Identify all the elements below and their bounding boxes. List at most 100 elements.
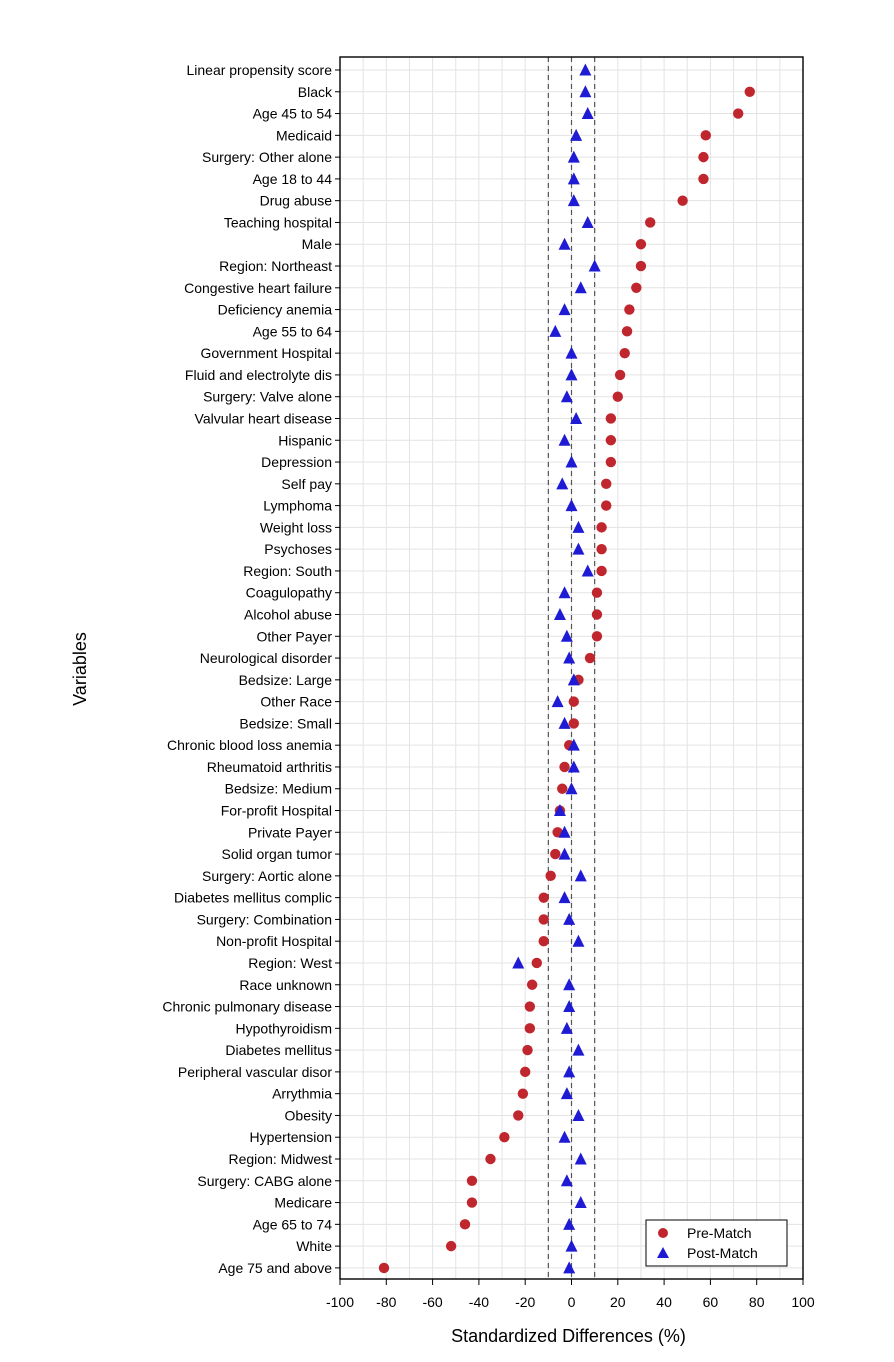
- pre-match-point: [538, 914, 549, 925]
- post-match-point: [574, 281, 587, 294]
- y-tick-label: Diabetes mellitus: [225, 1042, 332, 1058]
- post-match-point: [563, 1000, 576, 1013]
- y-tick-label: Black: [298, 84, 333, 100]
- post-match-point: [563, 1261, 576, 1274]
- post-match-point: [558, 237, 571, 250]
- y-tick-label: Psychoses: [264, 541, 332, 557]
- post-match-point: [567, 172, 580, 185]
- pre-match-point: [466, 1175, 478, 1186]
- post-match-point: [567, 150, 580, 163]
- y-tick-label: Chronic blood loss anemia: [167, 737, 332, 753]
- post-match-point: [570, 128, 583, 141]
- y-tick-label: Region: West: [248, 955, 332, 971]
- post-match-point: [560, 1087, 573, 1100]
- post-match-point: [558, 303, 571, 316]
- post-match-point: [565, 782, 578, 795]
- post-match-point: [565, 346, 578, 359]
- y-tick-label: Peripheral vascular disor: [178, 1064, 332, 1080]
- y-tick-label: Valvular heart disease: [195, 410, 333, 426]
- pre-match-point: [485, 1153, 496, 1165]
- pre-match-point: [378, 1262, 390, 1274]
- y-tick-label: Lymphoma: [263, 498, 332, 514]
- post-match-point: [551, 695, 564, 708]
- post-match-point: [565, 499, 578, 512]
- x-tick-label: -80: [376, 1294, 396, 1310]
- pre-match-point: [517, 1088, 529, 1099]
- post-match-point: [560, 629, 573, 642]
- y-tick-label: Other Payer: [257, 628, 333, 644]
- post-match-point: [572, 1043, 585, 1056]
- y-tick-label: Diabetes mellitus complic: [174, 890, 332, 906]
- post-match-point: [556, 477, 569, 490]
- y-tick-label: Hypothyroidism: [236, 1020, 332, 1036]
- pre-match-point: [645, 217, 656, 228]
- y-tick-label: Fluid and electrolyte dis: [185, 367, 332, 383]
- post-match-point: [553, 804, 566, 817]
- x-axis-tick-labels: -100 -80 -60 -40 -20 0 20 40 60 80 100: [326, 1279, 815, 1310]
- y-tick-label: Private Payer: [248, 824, 332, 840]
- y-tick-label: Teaching hospital: [224, 214, 332, 230]
- pre-match-point: [559, 761, 570, 773]
- post-match-point: [572, 520, 585, 533]
- pre-match-point: [596, 522, 607, 533]
- post-match-point: [512, 956, 525, 969]
- y-tick-label: Hispanic: [278, 432, 332, 448]
- pre-match-point: [635, 260, 647, 272]
- post-match-point: [558, 825, 571, 838]
- pre-match-point: [601, 478, 612, 490]
- x-tick-label: 100: [791, 1294, 815, 1310]
- y-tick-label: Bedsize: Large: [239, 672, 333, 688]
- y-tick-label: Deficiency anemia: [218, 302, 333, 318]
- post-match-point: [553, 608, 566, 620]
- post-match-point: [560, 390, 573, 403]
- pre-match-point: [591, 609, 603, 620]
- pre-match-point: [601, 500, 612, 511]
- legend-marker-pre-match: [658, 1228, 668, 1238]
- post-match-point: [563, 1065, 576, 1078]
- pre-match-point: [635, 239, 647, 250]
- y-tick-label: Arrythmia: [272, 1086, 332, 1102]
- pre-match-point: [545, 870, 556, 882]
- post-match-point: [560, 1174, 573, 1187]
- post-match-point: [565, 368, 578, 381]
- pre-match-point: [624, 304, 635, 315]
- post-match-point: [558, 1130, 571, 1143]
- pre-match-point: [459, 1219, 471, 1230]
- post-match-point: [558, 891, 571, 904]
- post-match-point: [567, 760, 580, 773]
- legend-marker-post-match: [657, 1247, 669, 1258]
- legend-label: Post-Match: [687, 1245, 758, 1261]
- pre-match-point: [568, 696, 580, 707]
- y-tick-label: Other Race: [260, 694, 332, 710]
- pre-match-point: [568, 718, 580, 729]
- y-tick-label: Obesity: [285, 1107, 332, 1123]
- post-match-point: [563, 651, 576, 664]
- post-match-point: [581, 107, 594, 120]
- pre-match-point: [698, 151, 709, 163]
- y-tick-label: Coagulopathy: [246, 585, 332, 601]
- y-tick-label: Age 75 and above: [218, 1260, 332, 1276]
- y-tick-label: Surgery: Aortic alone: [202, 868, 332, 884]
- pre-match-point: [619, 347, 630, 359]
- y-tick-label: Age 55 to 64: [253, 323, 333, 339]
- legend-box: [645, 1219, 788, 1267]
- pre-match-point: [612, 391, 623, 402]
- pre-match-point: [445, 1240, 457, 1252]
- y-tick-label: Neurological disorder: [200, 650, 333, 666]
- y-tick-label: Hypertension: [250, 1129, 333, 1145]
- post-match-point: [565, 455, 578, 468]
- pre-match-point: [520, 1066, 531, 1078]
- y-tick-label: Age 45 to 54: [253, 106, 333, 122]
- post-match-point: [563, 1217, 576, 1230]
- y-tick-label: Age 18 to 44: [253, 171, 333, 187]
- y-tick-label: Race unknown: [239, 977, 332, 993]
- post-match-point: [574, 1152, 587, 1165]
- post-match-point: [570, 411, 583, 424]
- pre-match-point: [605, 456, 617, 468]
- x-tick-label: 0: [568, 1294, 576, 1310]
- post-match-point: [572, 934, 585, 947]
- pre-match-point: [614, 369, 626, 381]
- post-match-point: [588, 259, 601, 272]
- pre-match-point: [591, 631, 603, 642]
